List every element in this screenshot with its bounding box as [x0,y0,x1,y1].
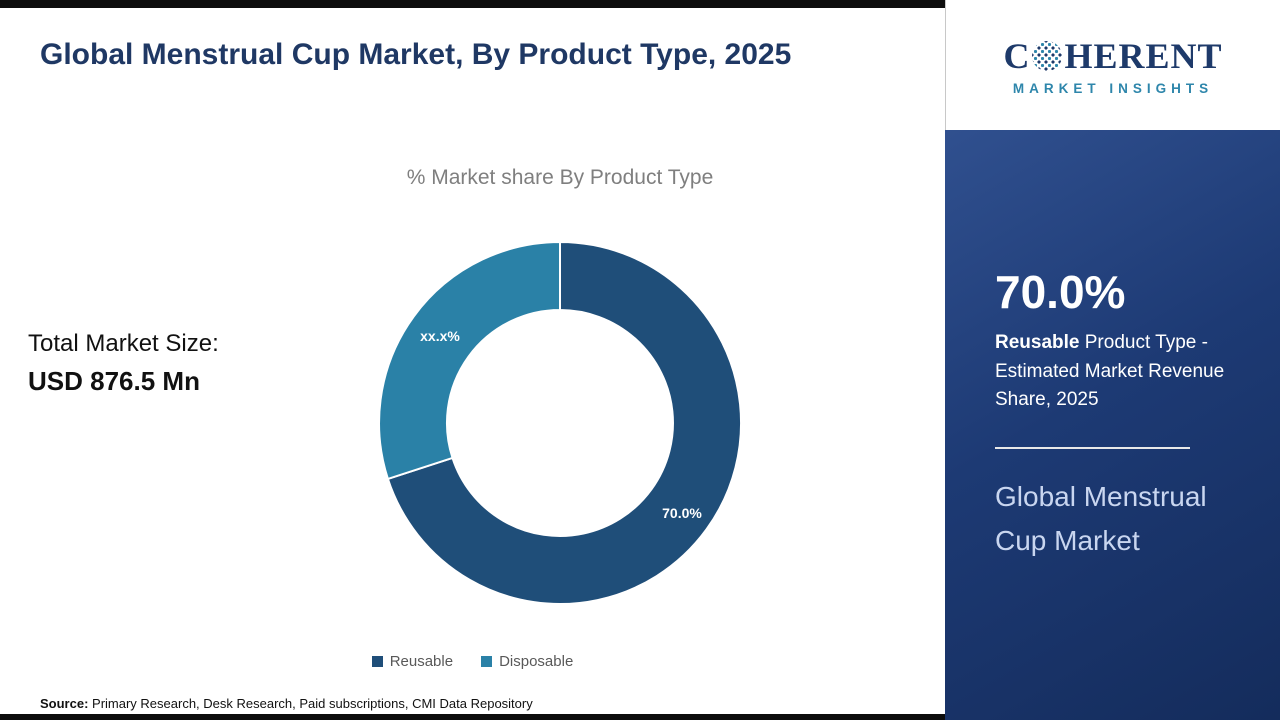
brand-logo: C HERENT MARKET INSIGHTS [945,0,1280,130]
logo-tagline: MARKET INSIGHTS [1012,80,1214,96]
brand-logo-wordmark: C HERENT [1003,35,1222,77]
donut-segment-disposable [378,240,561,481]
sidebar-divider [995,446,1190,449]
main-chart-area: Global Menstrual Cup Market, By Product … [0,0,945,720]
chart-legend: Reusable Disposable [0,653,945,670]
bottom-black-bar [0,714,945,720]
total-market-size-value: USD 876.5 Mn [28,366,200,396]
legend-item-reusable: Reusable [371,653,454,670]
logo-text-c: C [1003,35,1031,76]
highlight-description: Reusable Product Type - Estimated Market… [995,329,1233,415]
legend-item-disposable: Disposable [481,653,573,670]
legend-swatch-disposable-icon [481,656,493,667]
sidebar: C HERENT MARKET INSIGHTS 70.0% Reusable … [945,0,1280,720]
slice-label-reusable: 70.0% [662,505,702,521]
sidebar-market-name: Global Menstrual Cup Market [995,480,1207,557]
total-market-size: Total Market Size: USD 876.5 Mn [28,330,219,397]
logo-text-herent: HERENT [1064,35,1223,76]
highlight-description-rest: Product Type - Estimated Market Revenue … [995,332,1225,410]
highlight-description-bold: Reusable [995,332,1080,353]
source-label: Source: [40,696,89,711]
total-market-size-label: Total Market Size: [28,330,219,357]
source-text: Primary Research, Desk Research, Paid su… [88,696,533,711]
source-line: Source: Primary Research, Desk Research,… [40,696,533,711]
legend-label-reusable: Reusable [389,653,454,670]
sidebar-highlight-panel: 70.0% Reusable Product Type - Estimated … [945,130,1280,720]
donut-chart-svg [378,240,743,605]
donut-chart [360,223,760,623]
donut-segment-reusable [386,240,743,605]
slice-label-disposable: xx.x% [420,328,460,344]
legend-label-disposable: Disposable [499,653,574,670]
globe-icon [1032,40,1063,71]
legend-swatch-reusable-icon [371,656,383,667]
page-title: Global Menstrual Cup Market, By Product … [40,38,792,71]
highlight-percentage: 70.0% [995,266,1126,318]
chart-subtitle: % Market share By Product Type [406,166,714,189]
